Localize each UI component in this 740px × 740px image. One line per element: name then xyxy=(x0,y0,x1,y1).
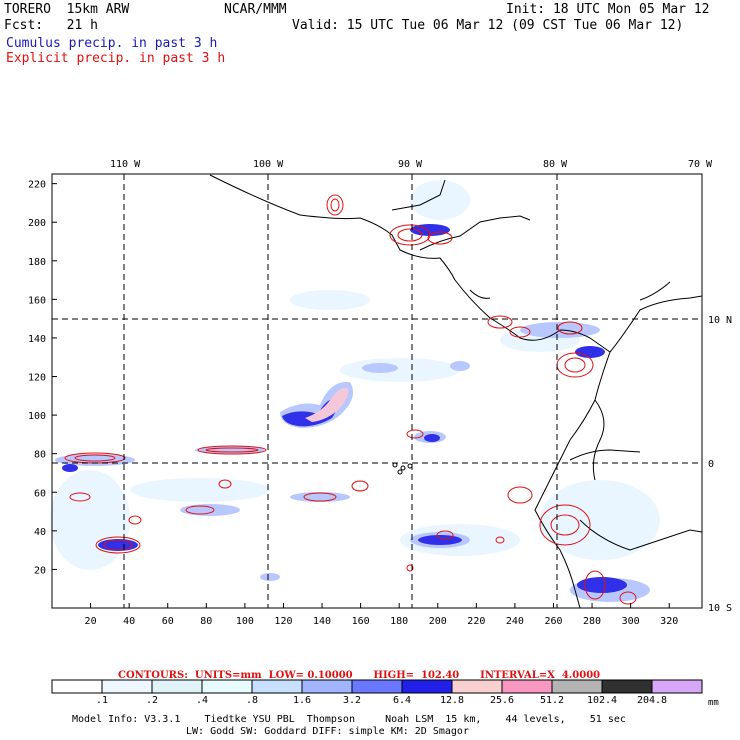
org-label: NCAR/MMM xyxy=(224,2,287,17)
physics-info: LW: Godd SW: Goddard DIFF: simple KM: 2D… xyxy=(186,726,469,737)
contour-info: CONTOURS: UNITS=mm LOW= 0.10000 HIGH= 10… xyxy=(118,670,601,681)
x-tick-label: 180 xyxy=(390,616,408,627)
x-tick-label: 60 xyxy=(162,616,174,627)
colorbar-label: 1.6 xyxy=(293,695,311,706)
y-tick-label: 160 xyxy=(28,295,46,306)
model-title: TORERO 15km ARW xyxy=(4,2,130,17)
colorbar-label: 12.8 xyxy=(440,695,464,706)
colorbar-label: 25.6 xyxy=(490,695,514,706)
y-tick-label: 20 xyxy=(34,565,46,576)
colorbar-label: 3.2 xyxy=(343,695,361,706)
x-tick-label: 140 xyxy=(313,616,331,627)
coastlines xyxy=(209,174,703,609)
x-tick-label: 200 xyxy=(429,616,447,627)
map-frame xyxy=(51,173,703,609)
lon-label-100w: 100 W xyxy=(253,159,284,170)
valid-time: Valid: 15 UTC Tue 06 Mar 12 (09 CST Tue … xyxy=(292,18,684,33)
init-time: Init: 18 UTC Mon 05 Mar 12 xyxy=(506,2,710,17)
y-axis-ticks: 220 200 180 160 140 120 100 80 60 40 20 xyxy=(28,180,57,576)
colorbar-units: mm xyxy=(708,698,719,708)
lon-label-90w: 90 W xyxy=(398,159,423,170)
y-tick-label: 120 xyxy=(28,373,46,384)
x-tick-label: 100 xyxy=(236,616,254,627)
x-tick-label: 120 xyxy=(274,616,292,627)
lat-label-10s: 10 S xyxy=(708,603,732,614)
cumulus-precip-label: Cumulus precip. in past 3 h xyxy=(6,36,218,51)
forecast-hour: Fcst: 21 h xyxy=(4,18,98,33)
colorbar-label: 102.4 xyxy=(587,695,617,706)
y-tick-label: 40 xyxy=(34,527,46,538)
x-tick-label: 260 xyxy=(544,616,562,627)
lon-label-80w: 80 W xyxy=(543,159,568,170)
x-tick-label: 240 xyxy=(506,616,524,627)
lat-labels: 10 N 0 10 S xyxy=(708,315,732,614)
explicit-core-areas xyxy=(305,387,349,422)
lon-label-70w: 70 W xyxy=(688,159,713,170)
colorbar-label: 6.4 xyxy=(393,695,411,706)
y-tick-label: 100 xyxy=(28,411,46,422)
x-tick-label: 220 xyxy=(467,616,485,627)
lat-label-10n: 10 N xyxy=(708,315,732,326)
lat-lon-grid xyxy=(52,174,702,608)
y-tick-label: 80 xyxy=(34,450,46,461)
colorbar-label: .2 xyxy=(146,695,158,706)
x-tick-label: 20 xyxy=(85,616,97,627)
map-panel xyxy=(50,173,703,609)
y-tick-label: 60 xyxy=(34,488,46,499)
y-tick-label: 180 xyxy=(28,257,46,268)
colorbar-label: .4 xyxy=(196,695,208,706)
lon-label-110w: 110 W xyxy=(110,159,141,170)
colorbar-label: .8 xyxy=(246,695,258,706)
y-tick-label: 200 xyxy=(28,218,46,229)
x-tick-label: 40 xyxy=(123,616,135,627)
colorbar-label: .1 xyxy=(96,695,108,706)
y-tick-label: 220 xyxy=(28,180,46,191)
colorbar: .1 .2 .4 .8 1.6 3.2 6.4 12.8 25.6 51.2 102.4 204.8 xyxy=(51,679,703,706)
x-tick-label: 320 xyxy=(660,616,678,627)
lon-labels: 110 W 100 W 90 W 80 W 70 W xyxy=(110,159,713,170)
explicit-precip-label: Explicit precip. in past 3 h xyxy=(6,51,226,66)
colorbar-label: 204.8 xyxy=(637,695,667,706)
colorbar-label: 51.2 xyxy=(540,695,564,706)
colorbar-swatch xyxy=(651,679,703,694)
x-tick-label: 160 xyxy=(352,616,370,627)
y-tick-label: 140 xyxy=(28,334,46,345)
colorbar-swatch xyxy=(601,679,653,694)
x-tick-label: 80 xyxy=(200,616,212,627)
x-tick-label: 300 xyxy=(622,616,640,627)
x-tick-label: 280 xyxy=(583,616,601,627)
x-axis-ticks: 20 40 60 80 100 120 140 160 180 200 220 240 260 280 30… xyxy=(85,603,678,627)
explicit-contours xyxy=(64,194,637,605)
model-info: Model Info: V3.3.1 Tiedtke YSU PBL Thomp… xyxy=(72,714,626,725)
colorbar-swatch xyxy=(51,679,103,694)
lat-label-0: 0 xyxy=(708,459,714,470)
